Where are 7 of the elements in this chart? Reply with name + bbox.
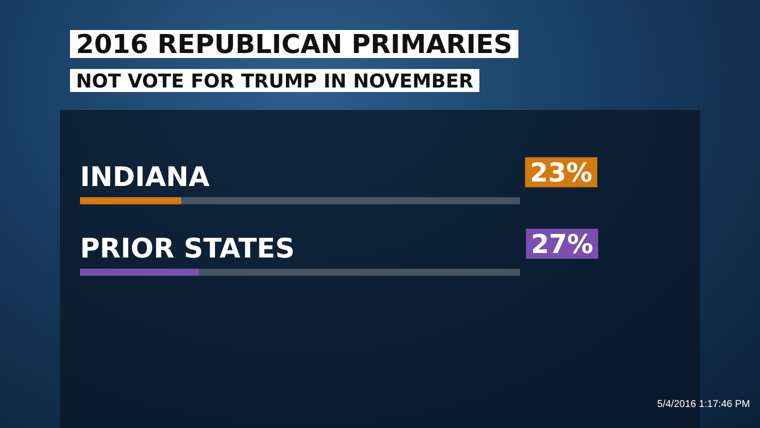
data-label: 27%: [530, 230, 594, 260]
chart-subtitle: NOT VOTE FOR TRUMP IN NOVEMBER: [76, 70, 474, 92]
text: 5/4/2016 1:17:46 PM: [657, 399, 750, 410]
y-tick-label: PRIOR STATES: [80, 233, 295, 264]
y-tick-label: INDIANA: [80, 162, 210, 193]
data-label: 23%: [530, 158, 592, 188]
chart-title: 2016 REPUBLICAN PRIMARIES: [76, 30, 512, 60]
